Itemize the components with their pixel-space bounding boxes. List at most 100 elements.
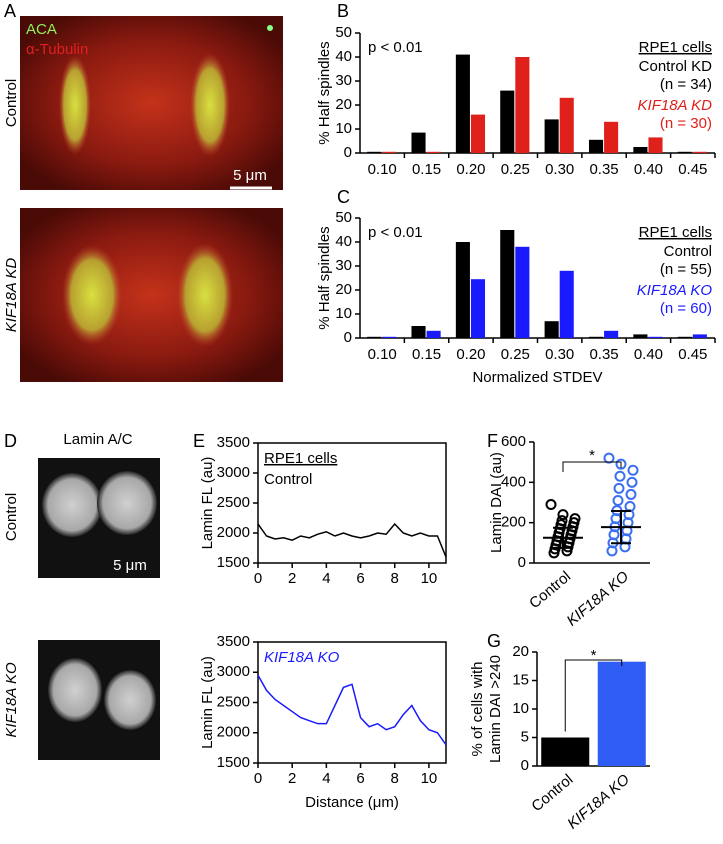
- x-tick-label: 0.45: [678, 161, 707, 178]
- y-axis-label: Lamin DAI >240: [487, 655, 504, 763]
- x-tick-label: Control: [526, 568, 574, 612]
- data-point: [545, 499, 557, 511]
- bar: [604, 121, 619, 153]
- bar: [500, 230, 515, 338]
- bar: [470, 279, 486, 338]
- data-point: [603, 452, 615, 464]
- spot: [267, 25, 273, 31]
- y-tick-label: 0: [344, 144, 352, 161]
- y-tick-label: 3500: [217, 434, 250, 451]
- data-point: [606, 545, 618, 557]
- bar: [544, 321, 559, 338]
- bar: [677, 336, 692, 338]
- bar: [382, 336, 397, 338]
- x-tick-label: 0.10: [368, 161, 397, 178]
- y-tick-label: 20: [512, 643, 529, 660]
- bar: [588, 336, 604, 338]
- x-tick-label: 0.15: [412, 346, 441, 363]
- y-tick-label: 10: [512, 700, 529, 717]
- bar: [692, 334, 707, 338]
- y-tick-label: 10: [335, 120, 352, 137]
- y-tick-label: 30: [335, 257, 352, 274]
- legend-label: KIF18A KO: [264, 649, 340, 666]
- data-point: [614, 470, 626, 482]
- y-tick-label: 0: [344, 329, 352, 346]
- x-tick-label: 10: [421, 570, 438, 587]
- x-tick-label: 6: [356, 770, 364, 787]
- bar: [367, 151, 382, 153]
- significance-bracket: [562, 461, 622, 472]
- legend-title: RPE1 cells: [639, 224, 712, 241]
- y-tick-label: 2500: [217, 693, 250, 710]
- bar: [500, 90, 515, 153]
- legend-note: (n = 30): [660, 115, 712, 132]
- y-tick-label: 2000: [217, 724, 250, 741]
- image-title: Lamin A/C: [63, 431, 132, 448]
- y-axis-label: % Half spindles: [316, 41, 333, 144]
- panel-letter: B: [337, 1, 349, 21]
- x-tick-label: 8: [391, 570, 399, 587]
- y-tick-label: 15: [512, 671, 529, 688]
- x-tick-label: 0.20: [456, 161, 485, 178]
- line: [257, 522, 447, 558]
- row-label: Control: [3, 79, 20, 127]
- y-tick-label: 0: [518, 554, 526, 571]
- bar: [604, 330, 619, 338]
- legend-label: KIF18A KD: [638, 97, 713, 114]
- y-axis-label: % Half spindles: [316, 226, 333, 329]
- bar: [426, 151, 441, 153]
- y-tick-label: 3000: [217, 464, 250, 481]
- bar: [541, 737, 590, 766]
- annotation: p < 0.01: [368, 224, 423, 241]
- annotation: p < 0.01: [368, 39, 423, 56]
- y-tick-label: 3000: [217, 663, 250, 680]
- bar: [455, 54, 470, 153]
- row-label: Control: [3, 493, 20, 541]
- scale-label: 5 μm: [233, 167, 267, 184]
- x-tick-label: 8: [391, 770, 399, 787]
- bar: [648, 336, 663, 338]
- y-axis-label: Lamin FL (au): [199, 656, 216, 749]
- legend-label: KIF18A KO: [637, 282, 713, 299]
- y-tick-label: 2500: [217, 494, 250, 511]
- legend-note: (n = 34): [660, 76, 712, 93]
- channel-label: α-Tubulin: [26, 41, 88, 58]
- chromosomes: [59, 55, 91, 155]
- x-tick-label: 0.35: [589, 161, 618, 178]
- bar: [677, 151, 692, 153]
- data-point: [615, 458, 627, 470]
- line: [257, 674, 447, 746]
- chromosomes: [177, 243, 233, 347]
- significance-label: *: [589, 447, 595, 464]
- x-tick-label: 0.30: [545, 346, 574, 363]
- x-tick-label: 4: [322, 570, 330, 587]
- y-tick-label: 20: [335, 96, 352, 113]
- chromosomes: [62, 245, 122, 345]
- data-point: [561, 545, 573, 557]
- nucleus: [48, 658, 102, 722]
- data-point: [626, 476, 638, 488]
- bar: [597, 661, 646, 766]
- x-tick-label: 0.30: [545, 161, 574, 178]
- bar: [470, 114, 486, 153]
- x-tick-label: 0: [254, 770, 262, 787]
- legend-label: Control KD: [639, 58, 713, 75]
- x-tick-label: KIF18A KO: [564, 568, 633, 630]
- x-tick-label: 4: [322, 770, 330, 787]
- y-tick-label: 50: [335, 24, 352, 41]
- y-tick-label: 400: [501, 473, 526, 490]
- bar: [559, 270, 574, 338]
- bar: [515, 246, 530, 338]
- row-label: KIF18A KD: [3, 258, 20, 333]
- legend-label: Control: [264, 471, 312, 488]
- x-tick-label: 0.15: [412, 161, 441, 178]
- bar: [367, 336, 382, 338]
- data-point: [557, 509, 569, 521]
- data-point: [625, 488, 637, 500]
- y-tick-label: 20: [335, 281, 352, 298]
- y-axis-label: Lamin DAI (au): [488, 452, 505, 553]
- x-tick-label: 0.25: [501, 346, 530, 363]
- x-axis-label: Normalized STDEV: [472, 369, 602, 386]
- channel-label: ACA: [26, 21, 57, 38]
- legend-title: RPE1 cells: [639, 39, 712, 56]
